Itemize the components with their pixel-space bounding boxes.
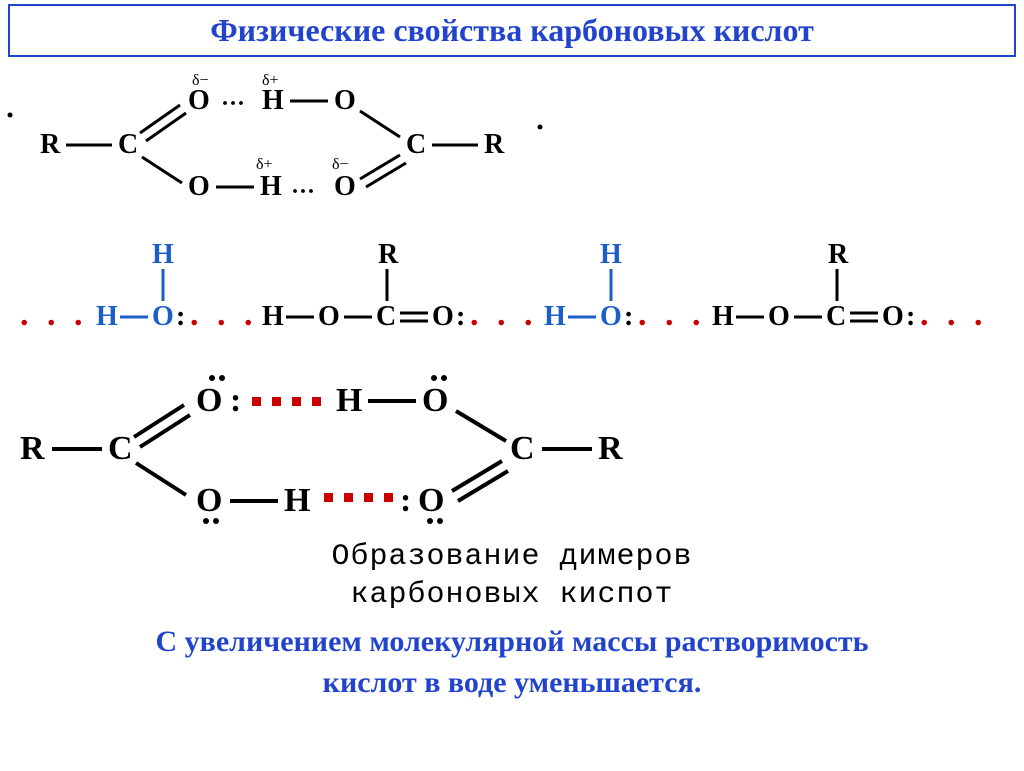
svg-text:H: H (336, 382, 362, 419)
svg-text:C: C (826, 301, 846, 332)
svg-text::: : (230, 382, 241, 419)
dimer-redbond-diagram: R C O : O H H O : O C R (0, 363, 1024, 533)
svg-text:. . .: . . . (20, 296, 88, 333)
footer-line2: кислот в воде уменьшается. (20, 663, 1004, 704)
svg-text:O: O (188, 171, 210, 202)
svg-text:O: O (188, 85, 210, 116)
svg-text:C: C (118, 129, 138, 160)
svg-text:H: H (712, 301, 734, 332)
svg-text:O: O (152, 301, 174, 332)
svg-text:C: C (406, 129, 426, 160)
svg-text:. . .: . . . (190, 296, 258, 333)
svg-text:O: O (334, 171, 356, 202)
svg-text:O: O (882, 301, 904, 332)
caption-line2: карбоновых киспот (0, 577, 1024, 615)
svg-text:H: H (544, 301, 566, 332)
svg-text:R: R (828, 239, 849, 270)
svg-text::: : (400, 482, 411, 519)
svg-text:C: C (376, 301, 396, 332)
svg-text:H: H (260, 171, 282, 202)
svg-text:O: O (196, 382, 222, 419)
svg-text:H: H (152, 239, 174, 270)
dimer-caption: Образование димеров карбоновых киспот (0, 539, 1024, 614)
svg-text:R: R (40, 129, 61, 160)
svg-text:O: O (422, 382, 448, 419)
svg-text:δ−: δ− (192, 72, 209, 89)
svg-text:O: O (334, 85, 356, 116)
svg-text::: : (624, 301, 633, 332)
svg-text:H: H (262, 301, 284, 332)
svg-text:H: H (96, 301, 118, 332)
svg-text:. . .: . . . (470, 296, 538, 333)
svg-text:O: O (432, 301, 454, 332)
svg-text::: : (176, 301, 185, 332)
dimer-delta-diagram: R C O δ− O H δ+ ... ... H δ+ O O δ− C R (0, 63, 1024, 213)
caption-line1: Образование димеров (0, 539, 1024, 577)
svg-text:δ+: δ+ (262, 72, 279, 89)
svg-text:R: R (598, 430, 623, 467)
title-box: Физические свойства карбоновых кислот (8, 4, 1016, 57)
chain-svg: . . . H O H : . . . H O C R O : . . . H … (0, 215, 1024, 365)
page-title: Физические свойства карбоновых кислот (20, 12, 1004, 49)
svg-text:. . .: . . . (638, 296, 706, 333)
svg-text:H: H (262, 85, 284, 116)
svg-text:R: R (484, 129, 505, 160)
svg-text:H: H (284, 482, 310, 519)
svg-text:O: O (600, 301, 622, 332)
svg-text:δ−: δ− (332, 156, 349, 173)
svg-text:δ+: δ+ (256, 156, 273, 173)
svg-text:R: R (378, 239, 399, 270)
svg-text:. . .: . . . (920, 296, 988, 333)
svg-text:O: O (768, 301, 790, 332)
svg-text:...: ... (222, 85, 246, 111)
svg-text:...: ... (292, 173, 316, 199)
svg-text:O: O (196, 482, 222, 519)
dimer1-svg: R C O δ− O H δ+ ... ... H δ+ O O δ− C R (0, 63, 560, 213)
svg-text:C: C (108, 430, 133, 467)
dimer2-svg: R C O : O H H O : O C R (0, 363, 720, 533)
footer-line1: С увеличением молекулярной массы раствор… (20, 622, 1004, 663)
svg-text:O: O (418, 482, 444, 519)
svg-text:H: H (600, 239, 622, 270)
svg-text:O: O (318, 301, 340, 332)
svg-text:C: C (510, 430, 535, 467)
water-acid-chain: . . . H O H : . . . H O C R O : . . . H … (0, 215, 1024, 365)
footer: С увеличением молекулярной массы раствор… (20, 622, 1004, 703)
svg-text:R: R (20, 430, 45, 467)
svg-text::: : (906, 301, 915, 332)
svg-text::: : (456, 301, 465, 332)
